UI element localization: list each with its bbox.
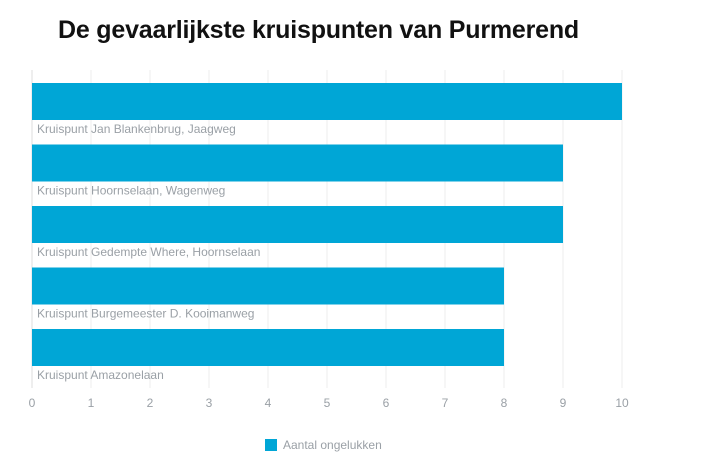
x-tick-label: 9	[560, 396, 567, 410]
bars	[32, 83, 622, 366]
legend[interactable]: Aantal ongelukken	[265, 437, 382, 453]
x-tick-label: 4	[265, 396, 272, 410]
bar[interactable]	[32, 329, 504, 366]
bar[interactable]	[32, 144, 563, 182]
x-tick-label: 3	[206, 396, 213, 410]
bar[interactable]	[32, 206, 563, 243]
x-tick-label: 5	[324, 396, 331, 410]
x-tick-label: 0	[29, 396, 36, 410]
legend-swatch	[265, 439, 277, 451]
category-labels: Kruispunt Jan Blankenbrug, Jaagweg Kruisp…	[37, 122, 260, 382]
category-label: Kruispunt Burgemeester D. Kooimanweg	[37, 307, 254, 321]
x-tick-label: 1	[88, 396, 95, 410]
category-label: Kruispunt Amazonelaan	[37, 368, 164, 382]
x-axis-ticks: 0 1 2 3 4 5 6 7 8 9 10	[29, 396, 629, 410]
x-tick-label: 2	[147, 396, 154, 410]
bar[interactable]	[32, 83, 622, 120]
category-label: Kruispunt Jan Blankenbrug, Jaagweg	[37, 122, 236, 136]
category-label: Kruispunt Gedempte Where, Hoornselaan	[37, 245, 260, 259]
x-tick-label: 6	[383, 396, 390, 410]
x-tick-label: 7	[442, 396, 449, 410]
x-tick-label: 10	[615, 396, 629, 410]
bar[interactable]	[32, 267, 504, 305]
chart-title: De gevaarlijkste kruispunten van Purmere…	[58, 16, 579, 44]
legend-label: Aantal ongelukken	[283, 438, 382, 452]
x-tick-label: 8	[501, 396, 508, 410]
category-label: Kruispunt Hoornselaan, Wagenweg	[37, 184, 225, 198]
